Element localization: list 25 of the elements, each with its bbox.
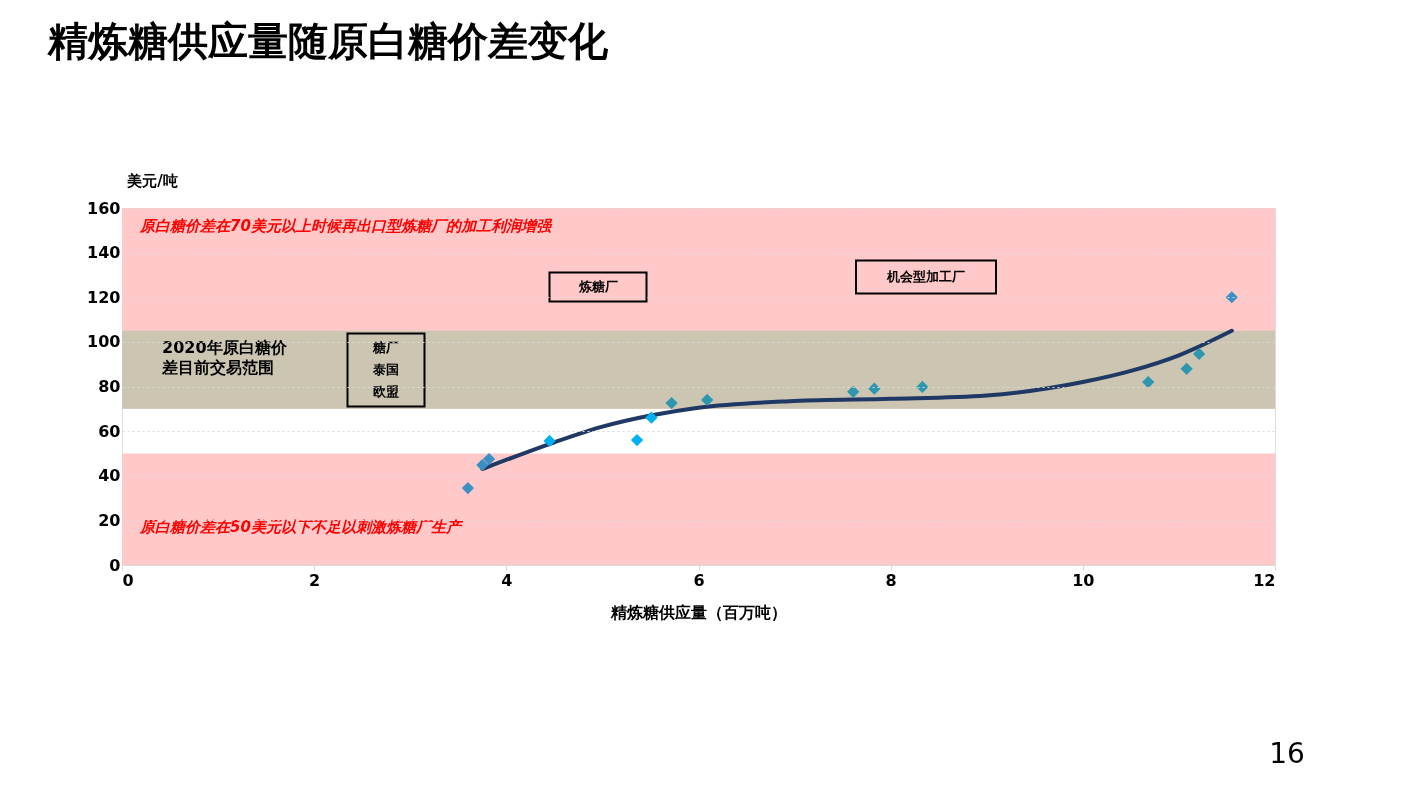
band-label: 2020年原白糖价差目前交易范围	[161, 338, 288, 377]
chart-title: 精炼糖供应量随原白糖价差变化	[46, 17, 609, 64]
x-tick-label: 2	[309, 570, 321, 590]
y-tick-label: 60	[98, 421, 121, 441]
x-tick-label: 4	[501, 570, 513, 590]
y-axis-title: 美元/吨	[126, 171, 178, 190]
band-label: 原白糖价差在70美元以上时候再出口型炼糖厂的加工利润增强	[139, 217, 553, 235]
x-tick-label: 8	[885, 570, 897, 590]
x-axis-title: 精炼糖供应量（百万吨）	[610, 602, 787, 622]
y-tick-label: 0	[109, 555, 121, 575]
annotation: 炼糖厂	[577, 279, 618, 294]
y-tick-label: 160	[87, 198, 121, 218]
y-tick-label: 80	[98, 377, 121, 396]
annotation: 机会型加工厂	[886, 269, 965, 284]
band-label: 原白糖价差在50美元以下不足以刺激炼糖厂生产	[139, 518, 464, 536]
y-tick-label: 20	[98, 510, 121, 530]
y-tick-label: 140	[87, 243, 121, 263]
x-tick-label: 6	[693, 570, 705, 590]
x-tick-label: 10	[1072, 570, 1095, 590]
y-tick-label: 120	[87, 287, 121, 307]
y-tick-label: 40	[98, 466, 121, 486]
x-tick-label: 0	[122, 570, 134, 590]
x-tick-label: 12	[1253, 570, 1276, 590]
text: 16	[1269, 737, 1305, 770]
y-tick-label: 100	[87, 332, 121, 352]
